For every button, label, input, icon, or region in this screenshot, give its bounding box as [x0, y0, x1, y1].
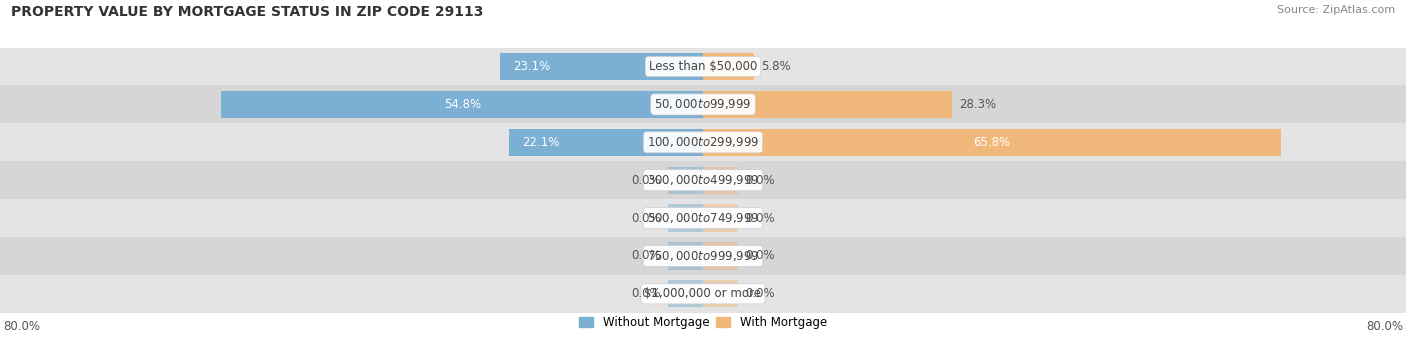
Bar — [0, 161, 1406, 199]
Bar — [703, 53, 754, 80]
Text: Less than $50,000: Less than $50,000 — [648, 60, 758, 73]
Bar — [668, 204, 703, 232]
Text: 0.0%: 0.0% — [631, 211, 661, 225]
Bar — [0, 85, 1406, 123]
Text: $300,000 to $499,999: $300,000 to $499,999 — [647, 173, 759, 187]
Bar — [703, 129, 1281, 156]
Text: Source: ZipAtlas.com: Source: ZipAtlas.com — [1277, 5, 1395, 15]
Text: 0.0%: 0.0% — [631, 287, 661, 300]
Text: PROPERTY VALUE BY MORTGAGE STATUS IN ZIP CODE 29113: PROPERTY VALUE BY MORTGAGE STATUS IN ZIP… — [11, 5, 484, 19]
Text: $750,000 to $999,999: $750,000 to $999,999 — [647, 249, 759, 263]
Bar — [0, 48, 1406, 85]
Bar — [668, 167, 703, 194]
Text: 0.0%: 0.0% — [745, 174, 775, 187]
Text: 65.8%: 65.8% — [973, 136, 1011, 149]
Text: 54.8%: 54.8% — [444, 98, 481, 111]
Text: $100,000 to $299,999: $100,000 to $299,999 — [647, 135, 759, 149]
Bar — [668, 242, 703, 270]
Text: 80.0%: 80.0% — [3, 320, 39, 333]
Bar — [509, 129, 703, 156]
Bar — [703, 167, 738, 194]
Text: 22.1%: 22.1% — [522, 136, 560, 149]
Text: 0.0%: 0.0% — [745, 211, 775, 225]
Bar — [668, 280, 703, 307]
Bar — [703, 204, 738, 232]
Bar — [0, 237, 1406, 275]
Text: 23.1%: 23.1% — [513, 60, 550, 73]
Text: 0.0%: 0.0% — [631, 250, 661, 262]
Bar — [0, 275, 1406, 313]
Bar — [222, 91, 703, 118]
Text: 28.3%: 28.3% — [959, 98, 995, 111]
Bar — [703, 280, 738, 307]
Text: $500,000 to $749,999: $500,000 to $749,999 — [647, 211, 759, 225]
Bar — [703, 242, 738, 270]
Legend: Without Mortgage, With Mortgage: Without Mortgage, With Mortgage — [574, 312, 832, 334]
Bar — [0, 123, 1406, 161]
Text: 80.0%: 80.0% — [1367, 320, 1403, 333]
Text: 0.0%: 0.0% — [631, 174, 661, 187]
Bar — [703, 91, 952, 118]
Text: 0.0%: 0.0% — [745, 287, 775, 300]
Text: $1,000,000 or more: $1,000,000 or more — [644, 287, 762, 300]
Text: 5.8%: 5.8% — [761, 60, 790, 73]
Bar — [501, 53, 703, 80]
Text: 0.0%: 0.0% — [745, 250, 775, 262]
Bar — [0, 199, 1406, 237]
Text: $50,000 to $99,999: $50,000 to $99,999 — [654, 98, 752, 112]
